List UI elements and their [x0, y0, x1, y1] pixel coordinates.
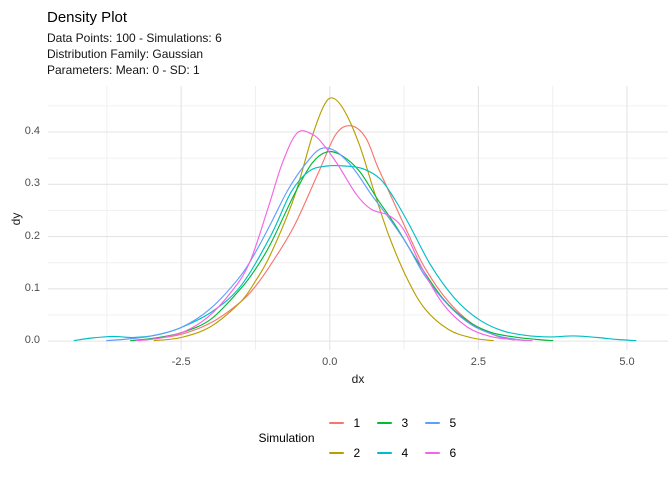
subtitle-line-parameters: Parameters: Mean: 0 - SD: 1 — [47, 63, 200, 77]
y-tick-label: 0.4 — [24, 125, 40, 137]
subtitle-line-datapoints: Data Points: 100 - Simulations: 6 — [47, 31, 222, 45]
chart-subtitle: Data Points: 100 - Simulations: 6 Distri… — [47, 30, 222, 78]
page-title: Density Plot — [47, 9, 128, 26]
y-tick-label: 0.3 — [24, 177, 40, 190]
y-tick-label: 0.0 — [24, 334, 40, 347]
legend-key-line-2 — [328, 452, 344, 454]
legend-label-3: 3 — [401, 416, 409, 430]
density-curve-1 — [133, 125, 515, 342]
y-tick-label: 0.2 — [24, 229, 40, 242]
legend-item-3: 3 — [376, 412, 410, 434]
density-curve-2 — [153, 97, 494, 342]
x-tick-label: 5.0 — [619, 356, 635, 368]
legend-key-line-1 — [328, 422, 344, 424]
density-curve-3 — [130, 150, 554, 342]
legend-label-1: 1 — [353, 416, 361, 430]
x-tick-label: 0.0 — [322, 356, 338, 368]
legend-key-line-3 — [376, 422, 392, 424]
x-tick-label: -2.5 — [171, 356, 191, 368]
legend-item-4: 4 — [376, 442, 410, 464]
y-axis-title: dy — [9, 212, 23, 226]
legend-key-line-4 — [376, 452, 392, 454]
legend-item-6: 6 — [424, 442, 458, 464]
density-curve-6 — [136, 130, 533, 342]
legend-item-2: 2 — [328, 442, 362, 464]
legend-item-5: 5 — [424, 412, 458, 434]
legend-item-1: 1 — [328, 412, 362, 434]
legend-key-line-6 — [424, 452, 440, 454]
legend-key-line-5 — [424, 422, 440, 424]
legend-title: Simulation — [258, 431, 315, 445]
legend-label-4: 4 — [401, 446, 409, 460]
legend-label-6: 6 — [449, 446, 457, 460]
legend-label-2: 2 — [353, 446, 361, 460]
density-curve-5 — [106, 147, 527, 342]
x-tick-label: 2.5 — [470, 356, 486, 368]
x-axis-title: dx — [351, 372, 365, 386]
subtitle-line-distribution: Distribution Family: Gaussian — [47, 47, 204, 61]
y-tick-label: 0.1 — [24, 281, 40, 294]
legend-label-5: 5 — [449, 416, 457, 430]
